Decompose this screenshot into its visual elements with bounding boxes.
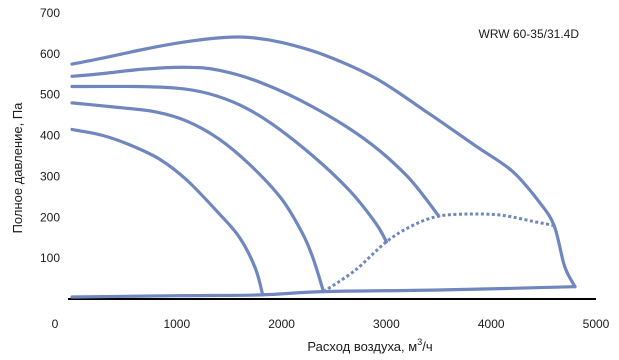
y-tick-label: 600: [40, 47, 60, 61]
x-tick-label: 1000: [163, 317, 190, 331]
y-tick-label: 100: [40, 251, 60, 265]
y-tick-label: 400: [40, 129, 60, 143]
y-tick-label: 200: [40, 210, 60, 224]
model-label: WRW 60-35/31.4D: [479, 27, 580, 41]
curves-group: [70, 35, 577, 299]
x-tick-label: 2000: [268, 317, 295, 331]
x-axis-title-suffix: /ч: [422, 339, 432, 354]
x-axis-title: Расход воздуха, м3/ч: [307, 337, 432, 354]
fan-curve-4: [70, 101, 326, 294]
y-axis-title: Полное давление, Па: [10, 102, 25, 234]
fan-curve-3: [70, 84, 388, 244]
y-tick-label: 300: [40, 169, 60, 183]
x-tick-label: 0: [52, 317, 59, 331]
fan-curve-5: [70, 127, 265, 297]
y-tick-label: 500: [40, 88, 60, 102]
y-tick-labels: 100 200 300 400 500 600 700: [40, 6, 60, 265]
y-tick-label: 700: [40, 6, 60, 20]
x-axis-title-main: Расход воздуха, м: [307, 339, 417, 354]
operating-boundary-line: [322, 212, 555, 293]
x-tick-labels: 0 1000 2000 3000 4000 5000: [52, 317, 610, 331]
fan-curve-1: [70, 35, 577, 289]
fan-curve-2: [70, 65, 441, 218]
operating-boundary-line: [70, 285, 577, 299]
x-axis-title-sup: 3: [417, 337, 422, 347]
x-tick-label: 4000: [478, 317, 505, 331]
x-tick-label: 3000: [373, 317, 400, 331]
x-tick-label: 5000: [583, 317, 610, 331]
